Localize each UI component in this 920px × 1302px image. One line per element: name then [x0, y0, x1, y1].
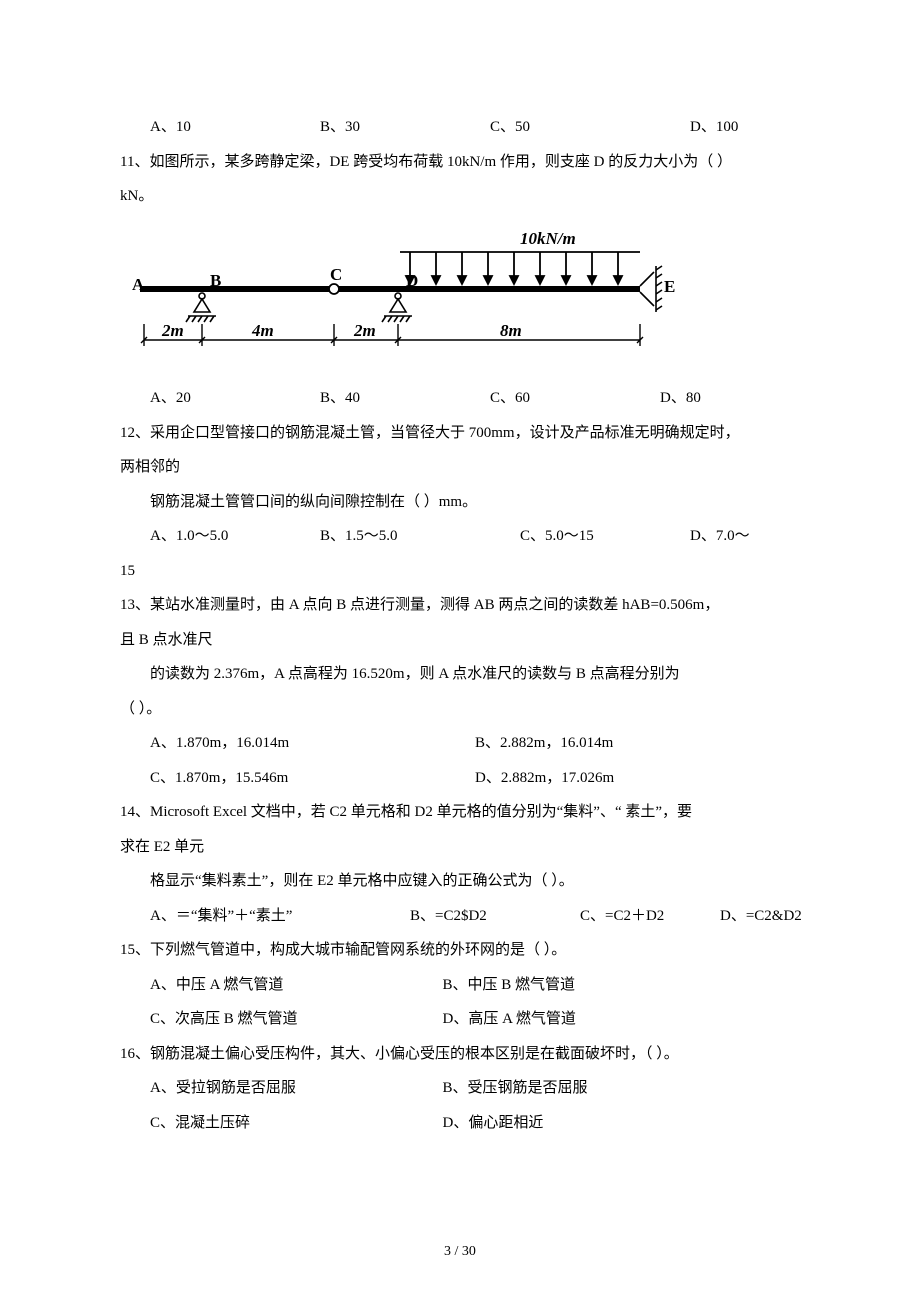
q14-stem-2: 求在 E2 单元 [120, 830, 800, 865]
span-de: 8m [500, 321, 522, 340]
pt-e: E [664, 277, 675, 296]
pt-d: D [406, 271, 418, 290]
q10-opt-d: D、100 [690, 110, 738, 145]
hinge-c [329, 284, 339, 294]
beam-diagram: 10kN/m [120, 224, 800, 378]
q14-stem-1: 14、Microsoft Excel 文档中，若 C2 单元格和 D2 单元格的… [120, 795, 800, 830]
load-arrows [400, 252, 640, 284]
q13-stem-3: 的读数为 2.376m，A 点高程为 16.520m，则 A 点水准尺的读数与 … [120, 657, 800, 692]
q11-stem-2: kN。 [120, 179, 800, 214]
q12-opt-d: D、7.0～ [690, 519, 750, 554]
beam-svg: 10kN/m [120, 224, 680, 364]
span-cd: 2m [353, 321, 376, 340]
q14-opt-b: B、=C2$D2 [410, 899, 580, 934]
q16-opt-d: D、偏心距相近 [443, 1106, 768, 1141]
q13-opt-a: A、1.870m，16.014m [150, 726, 475, 761]
load-label: 10kN/m [520, 229, 576, 248]
q13-stem-1: 13、某站水准测量时，由 A 点向 B 点进行测量，测得 AB 两点之间的读数差… [120, 588, 800, 623]
q13-options-row2: C、1.870m，15.546m D、2.882m，17.026m [120, 761, 800, 796]
q13-stem-4: （ ）。 [120, 692, 800, 727]
q16-opt-b: B、受压钢筋是否屈服 [443, 1071, 768, 1106]
q15-stem: 15、下列燃气管道中，构成大城市输配管网系统的外环网的是（ ）。 [120, 933, 800, 968]
q10-opt-b: B、30 [320, 110, 490, 145]
q15-options-row2: C、次高压 B 燃气管道 D、高压 A 燃气管道 [120, 1002, 800, 1037]
q15-opt-b: B、中压 B 燃气管道 [443, 968, 768, 1003]
q12-opt-b: B、1.5～5.0 [320, 519, 520, 554]
page-footer: 3 / 30 [0, 1236, 920, 1268]
q16-opt-c: C、混凝土压碎 [150, 1106, 443, 1141]
q10-options: A、10 B、30 C、50 D、100 [120, 110, 800, 145]
pt-a: A [132, 275, 145, 294]
support-d [382, 293, 412, 322]
q11-opt-d: D、80 [660, 381, 701, 416]
q12-opt-a: A、1.0～5.0 [150, 519, 320, 554]
q16-options-row1: A、受拉钢筋是否屈服 B、受压钢筋是否屈服 [120, 1071, 800, 1106]
q11-options: A、20 B、40 C、60 D、80 [120, 381, 800, 416]
q10-opt-c: C、50 [490, 110, 690, 145]
page: A、10 B、30 C、50 D、100 11、如图所示，某多跨静定梁，DE 跨… [0, 0, 920, 1302]
q16-stem: 16、钢筋混凝土偏心受压构件，其大、小偏心受压的根本区别是在截面破坏时，（ ）。 [120, 1037, 800, 1072]
q11-opt-b: B、40 [320, 381, 490, 416]
q13-options-row1: A、1.870m，16.014m B、2.882m，16.014m [120, 726, 800, 761]
q12-options: A、1.0～5.0 B、1.5～5.0 C、5.0～15 D、7.0～ [120, 519, 800, 554]
pt-c: C [330, 265, 342, 284]
q10-opt-a: A、10 [150, 110, 320, 145]
q15-opt-c: C、次高压 B 燃气管道 [150, 1002, 443, 1037]
q15-opt-a: A、中压 A 燃气管道 [150, 968, 443, 1003]
q12-tail: 15 [120, 554, 800, 589]
q16-opt-a: A、受拉钢筋是否屈服 [150, 1071, 443, 1106]
q11-opt-a: A、20 [150, 381, 320, 416]
q14-opt-a: A、＝“集料”＋“素土” [150, 899, 410, 934]
q12-opt-c: C、5.0～15 [520, 519, 690, 554]
q14-stem-3: 格显示“集料素土”，则在 E2 单元格中应键入的正确公式为（ ）。 [120, 864, 800, 899]
q12-stem-2: 两相邻的 [120, 450, 800, 485]
dimension-lines [141, 324, 643, 346]
pt-b: B [210, 271, 221, 290]
q13-opt-d: D、2.882m，17.026m [475, 761, 800, 796]
q15-options-row1: A、中压 A 燃气管道 B、中压 B 燃气管道 [120, 968, 800, 1003]
q11-stem-1: 11、如图所示，某多跨静定梁，DE 跨受均布荷载 10kN/m 作用，则支座 D… [120, 145, 800, 180]
support-e [640, 266, 662, 312]
span-bc: 4m [251, 321, 274, 340]
q13-opt-b: B、2.882m，16.014m [475, 726, 800, 761]
q13-stem-2: 且 B 点水准尺 [120, 623, 800, 658]
q15-opt-d: D、高压 A 燃气管道 [443, 1002, 768, 1037]
support-b [186, 293, 216, 322]
q14-options: A、＝“集料”＋“素土” B、=C2$D2 C、=C2＋D2 D、=C2&D2 [120, 899, 800, 934]
q14-opt-c: C、=C2＋D2 [580, 899, 720, 934]
span-ab: 2m [161, 321, 184, 340]
q14-opt-d: D、=C2&D2 [720, 899, 802, 934]
q11-opt-c: C、60 [490, 381, 660, 416]
q13-opt-c: C、1.870m，15.546m [150, 761, 475, 796]
q12-stem-1: 12、采用企口型管接口的钢筋混凝土管，当管径大于 700mm，设计及产品标准无明… [120, 416, 800, 451]
q16-options-row2: C、混凝土压碎 D、偏心距相近 [120, 1106, 800, 1141]
q12-stem-3: 钢筋混凝土管管口间的纵向间隙控制在（ ）mm。 [120, 485, 800, 520]
